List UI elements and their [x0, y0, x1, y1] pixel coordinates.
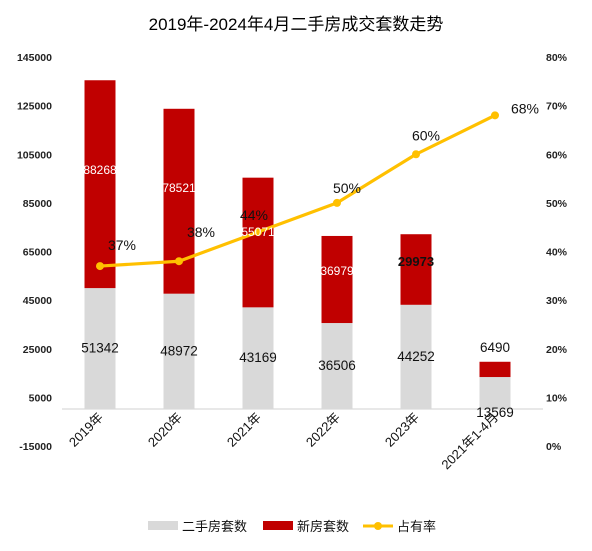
bar-new-house: [163, 108, 195, 294]
y-left-tick-label: 65000: [23, 247, 52, 259]
share-point: [254, 228, 262, 237]
chart-title: 2019年-2024年4月二手房成交套数走势: [149, 15, 444, 34]
x-axis: 2019年 2020年 2021年 2022年 2023年 2021年1-4月: [66, 410, 501, 473]
share-point: [96, 262, 104, 271]
y-axis-left: 145000 125000 105000 85000 65000 45000 25000 50…: [17, 52, 52, 453]
y-left-tick-label: 125000: [17, 101, 52, 113]
y-axis-right: 80% 70% 60% 50% 40% 30% 20% 10% 0%: [546, 52, 568, 453]
share-line: [99, 113, 496, 268]
bar-new-house: [479, 361, 511, 378]
legend-swatch: [148, 521, 178, 530]
x-tick-label: 2023年: [382, 410, 422, 450]
data-label-second-hand: 13569: [476, 405, 514, 420]
x-tick-label: 2020年: [145, 410, 185, 450]
y-left-tick-label: 85000: [23, 198, 52, 210]
share-point: [175, 257, 183, 266]
y-right-tick-label: 80%: [546, 52, 568, 64]
data-label-second-hand: 44252: [397, 349, 435, 364]
y-right-tick-label: 20%: [546, 344, 568, 356]
bar-new-house: [242, 177, 274, 308]
share-point: [491, 111, 499, 120]
data-labels-group: 51342 88268 48972 78521 43169 55071 36506 36979…: [81, 163, 514, 420]
y-left-tick-label: 5000: [29, 392, 53, 404]
bar-new-house: [321, 235, 353, 324]
data-label-second-hand: 51342: [81, 341, 119, 356]
y-right-tick-label: 60%: [546, 149, 568, 161]
data-label-new-house: 55071: [241, 225, 275, 239]
y-right-tick-label: 10%: [546, 392, 568, 404]
y-right-tick-label: 30%: [546, 295, 568, 307]
share-point: [333, 198, 341, 207]
data-label-new-house: 88268: [83, 163, 117, 177]
data-label-new-house: 36979: [320, 264, 354, 278]
y-left-tick-label: -15000: [19, 441, 52, 453]
data-label-second-hand: 36506: [318, 358, 356, 373]
data-label-share: 68%: [511, 100, 539, 116]
legend-label: 新房套数: [297, 519, 349, 534]
legend-swatch: [263, 521, 293, 530]
bar-second-hand: [400, 304, 432, 409]
data-label-share: 37%: [108, 237, 136, 253]
bar-new-house: [400, 234, 432, 305]
x-tick-label: 2022年: [303, 410, 343, 450]
data-label-new-house: 29973: [398, 254, 434, 269]
x-tick-label: 2019年: [66, 410, 106, 450]
bar-second-hand: [163, 293, 195, 409]
data-label-share: 60%: [412, 127, 440, 143]
data-label-second-hand: 43169: [239, 350, 277, 365]
bar-second-hand: [242, 307, 274, 409]
y-left-tick-label: 25000: [23, 344, 52, 356]
x-tick-label: 2021年: [224, 410, 264, 450]
data-label-second-hand: 48972: [160, 343, 198, 358]
x-tick-label: 2021年1-4月: [438, 410, 501, 473]
y-right-tick-label: 0%: [546, 441, 562, 453]
data-label-share: 50%: [333, 180, 361, 196]
y-right-tick-label: 70%: [546, 101, 568, 113]
data-label-share: 38%: [187, 224, 215, 240]
legend-label: 二手房套数: [182, 519, 247, 534]
y-right-tick-label: 50%: [546, 198, 568, 210]
legend-label: 占有率: [397, 519, 436, 534]
y-left-tick-label: 145000: [17, 52, 52, 64]
legend: 二手房套数 新房套数 占有率: [148, 519, 436, 534]
bar-second-hand: [84, 288, 116, 409]
y-left-tick-label: 105000: [17, 149, 52, 161]
data-label-new-house: 78521: [162, 181, 196, 195]
legend-marker: [374, 522, 382, 530]
share-point: [412, 150, 420, 159]
y-right-tick-label: 40%: [546, 247, 568, 259]
data-label-share: 44%: [240, 207, 268, 223]
bar-second-hand: [321, 323, 353, 409]
bars-group: [84, 80, 511, 409]
data-label-new-house: 6490: [480, 340, 510, 355]
y-left-tick-label: 45000: [23, 295, 52, 307]
bar-second-hand: [479, 377, 511, 409]
line-series-group: 37% 38% 44% 50% 60% 68%: [96, 100, 539, 271]
bar-new-house: [84, 80, 116, 289]
